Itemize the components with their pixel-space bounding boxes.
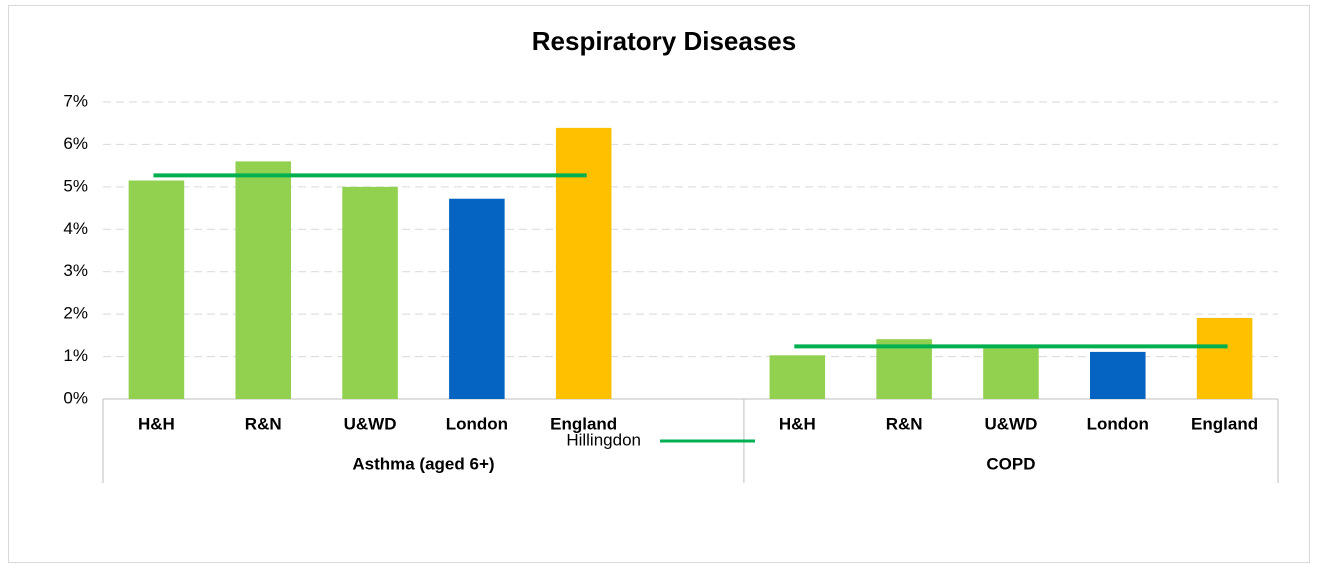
bar — [235, 161, 291, 399]
bar — [128, 180, 185, 399]
x-tick-label: H&H — [779, 414, 816, 433]
y-tick-label: 6% — [63, 134, 88, 153]
bar — [449, 198, 505, 399]
bar — [1090, 351, 1146, 399]
x-tick-label: England — [1191, 414, 1258, 433]
group-label: COPD — [986, 454, 1035, 473]
y-tick-label: 5% — [63, 176, 88, 195]
x-tick-label: H&H — [138, 414, 175, 433]
bar — [342, 186, 398, 399]
x-tick-label: U&WD — [344, 414, 397, 433]
y-tick-label: 7% — [63, 91, 88, 110]
y-tick-label: 2% — [63, 304, 88, 323]
chart-border — [8, 5, 1310, 563]
x-tick-label: U&WD — [985, 414, 1038, 433]
bar — [555, 127, 612, 399]
x-tick-label: London — [1087, 414, 1149, 433]
x-tick-label: R&N — [245, 414, 282, 433]
y-tick-label: 3% — [63, 261, 88, 280]
legend-label: Hillingdon — [566, 430, 641, 449]
y-tick-label: 1% — [63, 346, 88, 365]
bar — [876, 339, 932, 399]
bar — [769, 355, 826, 399]
bar — [1196, 317, 1253, 399]
x-tick-label: London — [446, 414, 508, 433]
group-label: Asthma (aged 6+) — [352, 454, 494, 473]
y-tick-label: 0% — [63, 388, 88, 407]
bar — [983, 345, 1039, 399]
x-tick-label: R&N — [886, 414, 923, 433]
chart-title: Respiratory Diseases — [532, 26, 796, 56]
y-tick-label: 4% — [63, 219, 88, 238]
x-tick-label: England — [550, 414, 617, 433]
